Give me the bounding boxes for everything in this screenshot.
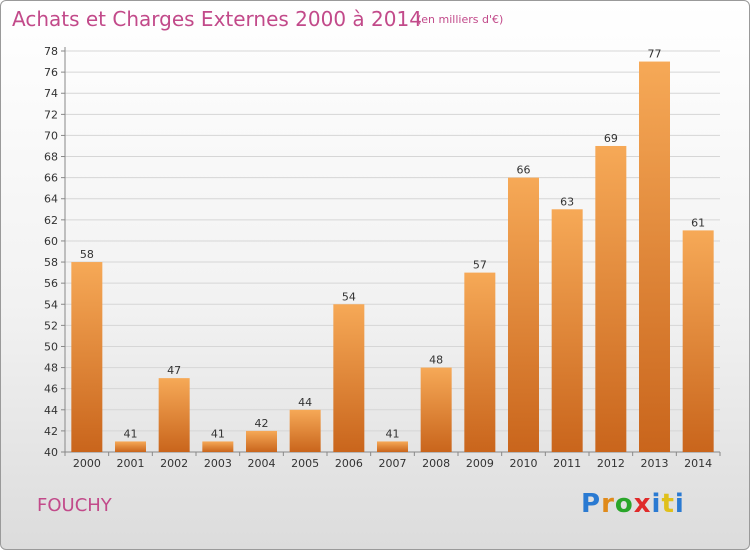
value-label-2011: 63 xyxy=(560,195,574,208)
value-label-2000: 58 xyxy=(80,248,94,261)
bar-2010 xyxy=(508,177,539,452)
xtick-label-2004: 2004 xyxy=(248,457,276,470)
ytick-label-60: 60 xyxy=(44,235,58,248)
logo-letter: t xyxy=(661,489,675,519)
xtick-label-2003: 2003 xyxy=(204,457,232,470)
chart-unit: (en milliers d'€) xyxy=(417,13,504,26)
logo-letter: i xyxy=(674,489,685,519)
ytick-label-52: 52 xyxy=(44,319,58,332)
bars xyxy=(71,61,714,452)
ytick-label-46: 46 xyxy=(44,383,58,396)
xtick-label-2007: 2007 xyxy=(379,457,407,470)
value-label-2012: 69 xyxy=(604,132,618,145)
ytick-label-40: 40 xyxy=(44,446,58,459)
value-label-2005: 44 xyxy=(298,396,312,409)
xtick-label-2009: 2009 xyxy=(466,457,494,470)
bar-2009 xyxy=(464,272,496,452)
bar-2014 xyxy=(682,230,714,452)
ytick-label-50: 50 xyxy=(44,340,58,353)
bar-2013 xyxy=(639,61,670,452)
xtick-label-2013: 2013 xyxy=(641,457,669,470)
bar-2012 xyxy=(595,145,627,452)
xtick-label-2014: 2014 xyxy=(684,457,712,470)
xtick-label-2008: 2008 xyxy=(422,457,450,470)
bar-2000 xyxy=(71,262,103,452)
ytick-label-66: 66 xyxy=(44,172,58,185)
value-label-2002: 47 xyxy=(167,364,181,377)
bar-2002 xyxy=(158,378,190,452)
xtick-label-2000: 2000 xyxy=(73,457,101,470)
bar-2003 xyxy=(202,441,234,452)
ytick-label-64: 64 xyxy=(44,193,58,206)
xtick-label-2010: 2010 xyxy=(510,457,538,470)
ytick-label-56: 56 xyxy=(44,277,58,290)
value-label-2010: 66 xyxy=(517,164,531,177)
value-label-2013: 77 xyxy=(648,48,662,61)
bar-2006 xyxy=(333,304,365,452)
ytick-label-78: 78 xyxy=(44,45,58,58)
ytick-label-44: 44 xyxy=(44,404,58,417)
logo-letter: i xyxy=(651,489,662,519)
xtick-label-2012: 2012 xyxy=(597,457,625,470)
bar-2007 xyxy=(377,441,408,452)
value-label-2008: 48 xyxy=(429,354,443,367)
bar-2011 xyxy=(551,209,583,452)
tick-labels: 40 42 44 46 48 50 52 54 56 58 60 62 64 66 68 70 72 74 76 78… xyxy=(44,45,712,470)
ytick-label-68: 68 xyxy=(44,151,58,164)
logo-letter: P xyxy=(581,489,602,519)
chart-title: Achats et Charges Externes 2000 à 2014 xyxy=(12,7,422,31)
bar-2004 xyxy=(246,430,277,452)
bar-2001 xyxy=(115,441,146,452)
value-label-2001: 41 xyxy=(124,427,138,440)
value-label-2014: 61 xyxy=(691,216,705,229)
xtick-label-2006: 2006 xyxy=(335,457,363,470)
logo-letter: o xyxy=(614,489,634,519)
xtick-label-2011: 2011 xyxy=(553,457,581,470)
proxiti-logo: Proxiti xyxy=(581,489,685,519)
ytick-label-54: 54 xyxy=(44,298,58,311)
ytick-label-48: 48 xyxy=(44,362,58,375)
place-name: FOUCHY xyxy=(37,495,112,516)
value-label-2003: 41 xyxy=(211,427,225,440)
value-label-2006: 54 xyxy=(342,290,356,303)
ytick-label-58: 58 xyxy=(44,256,58,269)
bar-2005 xyxy=(289,409,321,452)
ytick-label-62: 62 xyxy=(44,214,58,227)
value-label-2009: 57 xyxy=(473,259,487,272)
logo-letter: x xyxy=(633,489,652,519)
bar-2008 xyxy=(420,367,452,452)
ytick-label-42: 42 xyxy=(44,425,58,438)
ytick-label-72: 72 xyxy=(44,108,58,121)
value-label-2007: 41 xyxy=(386,427,400,440)
xtick-label-2002: 2002 xyxy=(160,457,188,470)
ytick-label-74: 74 xyxy=(44,87,58,100)
xtick-label-2001: 2001 xyxy=(117,457,145,470)
xtick-label-2005: 2005 xyxy=(291,457,319,470)
logo-letter: r xyxy=(601,489,615,519)
value-label-2004: 42 xyxy=(255,417,269,430)
ytick-label-76: 76 xyxy=(44,66,58,79)
ytick-label-70: 70 xyxy=(44,129,58,142)
